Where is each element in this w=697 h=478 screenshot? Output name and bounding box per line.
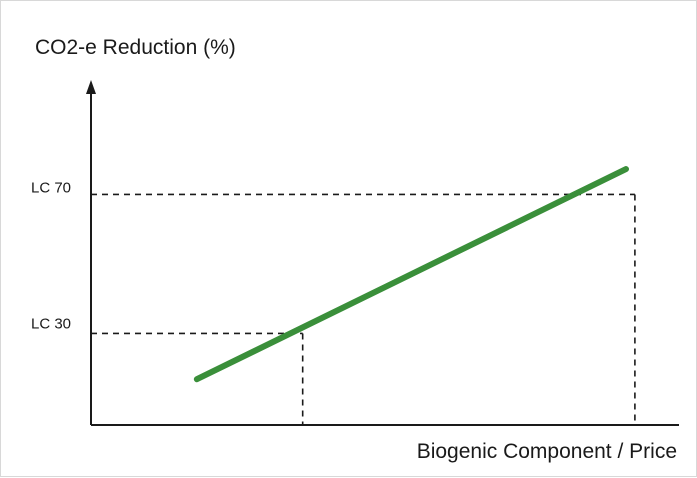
x-axis-title: Biogenic Component / Price — [417, 440, 677, 463]
guide-lines — [91, 193, 636, 425]
y-tick-label: LC 70 — [31, 180, 71, 197]
y-tick-label: LC 30 — [31, 315, 71, 332]
series-layer — [193, 166, 629, 383]
series-line — [193, 166, 629, 383]
y-axis-arrow-icon — [86, 80, 96, 94]
y-axis-title: CO2-e Reduction (%) — [35, 36, 236, 59]
y-tick-labels: LC 70 LC 30 — [31, 180, 71, 333]
